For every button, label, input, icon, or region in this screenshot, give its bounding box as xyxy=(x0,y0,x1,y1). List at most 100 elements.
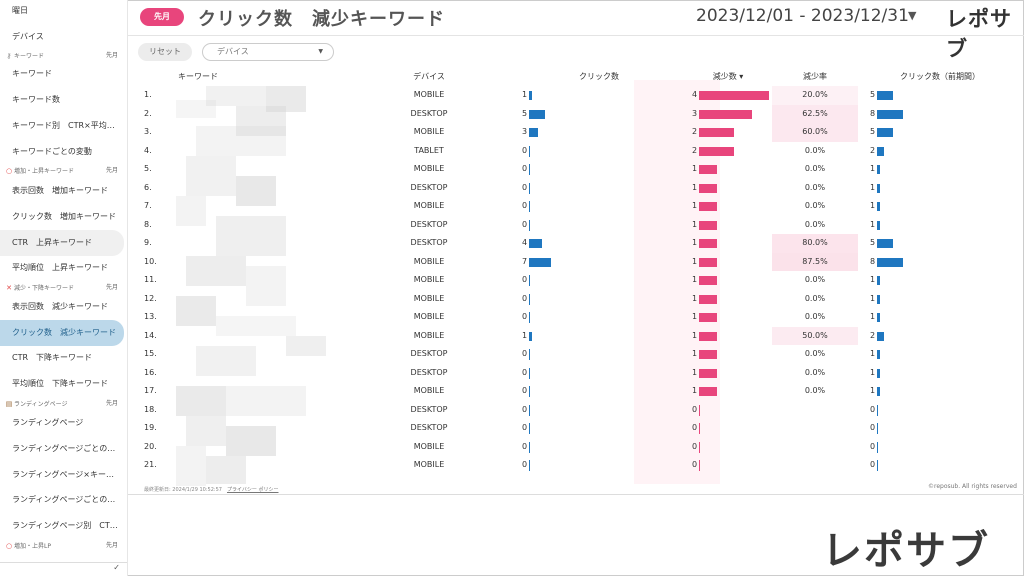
clicks-value: 0 xyxy=(522,219,528,229)
prev-clicks-bar xyxy=(877,183,881,193)
sidebar-item-device[interactable]: デバイス xyxy=(12,32,44,41)
decrease-bar xyxy=(699,128,734,137)
prev-clicks-bar xyxy=(877,387,881,396)
prev-clicks-value: 5 xyxy=(870,90,876,99)
collapse-icon[interactable]: ✓ xyxy=(113,563,120,572)
table-row[interactable]: 6. DESKTOP 0 1 0.0% 1 xyxy=(138,179,1024,198)
decrease-bar xyxy=(699,239,717,248)
clicks-bar xyxy=(529,293,530,305)
sidebar-item-landing-ctr[interactable]: ランディングページ別 CT… xyxy=(12,521,118,530)
sidebar-item-keyword[interactable]: キーワード xyxy=(12,69,52,78)
prev-clicks-value: 1 xyxy=(870,182,876,192)
clicks-value: 0 xyxy=(522,349,528,358)
table-row[interactable]: 19. DESKTOP 0 0 0 xyxy=(138,419,1024,438)
sidebar-item-ctr-down[interactable]: CTR 下降キーワード xyxy=(12,353,93,362)
sidebar-item-landing[interactable]: ランディングページ xyxy=(12,418,84,427)
reset-button[interactable]: リセット xyxy=(138,43,192,61)
decrease-bar xyxy=(699,350,717,359)
caret-down-icon[interactable]: ▼ xyxy=(908,9,917,22)
table-row[interactable]: 8. DESKTOP 0 1 0.0% 1 xyxy=(138,216,1024,235)
sidebar-item-clicks-decrease[interactable]: クリック数 減少キーワード xyxy=(0,320,124,346)
table-row[interactable]: 1. MOBILE 1 4 20.0% 5 xyxy=(138,86,1024,105)
device-filter[interactable]: デバイス ▼ xyxy=(202,43,334,61)
sidebar-section-keyword: ⚷ キーワード 先月 xyxy=(4,50,124,62)
table-row[interactable]: 7. MOBILE 0 1 0.0% 1 xyxy=(138,197,1024,216)
col-header-keyword[interactable]: キーワード xyxy=(178,72,218,81)
circle-icon: ○ xyxy=(5,542,13,550)
col-header-prev-clicks[interactable]: クリック数（前期間） xyxy=(900,72,980,81)
table-row[interactable]: 3. MOBILE 3 2 60.0% 5 xyxy=(138,123,1024,142)
prev-clicks-bar xyxy=(877,257,903,267)
period-pill[interactable]: 先月 xyxy=(140,8,184,26)
sidebar-item-ctr-up[interactable]: CTR 上昇キーワード xyxy=(0,230,124,256)
rate-cell: 0.0% xyxy=(804,201,826,210)
device-cell: MOBILE xyxy=(413,460,445,469)
table-row[interactable]: 20. MOBILE 0 0 0 xyxy=(138,438,1024,457)
row-number: 9. xyxy=(144,238,152,247)
table-row[interactable]: 2. DESKTOP 5 3 62.5% 8 xyxy=(138,104,1024,123)
table-row[interactable]: 15. DESKTOP 0 1 0.0% 1 xyxy=(138,345,1024,364)
prev-clicks-bar xyxy=(877,404,878,416)
clicks-bar xyxy=(529,404,530,416)
table-row[interactable]: 4. TABLET 0 2 0.0% 2 xyxy=(138,142,1024,161)
sidebar-item-keyword-change[interactable]: キーワードごとの変動 xyxy=(12,147,92,156)
table-row[interactable]: 12. MOBILE 0 1 0.0% 1 xyxy=(138,290,1024,309)
clicks-value: 4 xyxy=(522,238,528,247)
clicks-value: 0 xyxy=(522,423,528,432)
sidebar-item-landing-each-2[interactable]: ランディングページごとの… xyxy=(12,495,116,504)
rate-highlight xyxy=(772,104,858,123)
sidebar-item-landing-keyword[interactable]: ランディングページ×キー… xyxy=(12,470,114,479)
device-filter-label: デバイス xyxy=(217,47,249,56)
device-cell: MOBILE xyxy=(413,275,445,284)
prev-clicks-value: 0 xyxy=(870,404,876,414)
prev-clicks-value: 1 xyxy=(870,164,876,173)
clicks-value: 0 xyxy=(522,367,528,377)
privacy-link[interactable]: プライバシー ポリシー xyxy=(226,487,279,493)
device-cell: DESKTOP xyxy=(410,182,448,192)
footer-divider xyxy=(128,494,1024,495)
row-number: 13. xyxy=(144,312,157,321)
clicks-value: 0 xyxy=(522,293,528,303)
date-range-picker[interactable]: 2023/12/01 - 2023/12/31 xyxy=(696,6,909,26)
prev-clicks-value: 0 xyxy=(870,423,876,432)
table-row[interactable]: 5. MOBILE 0 1 0.0% 1 xyxy=(138,160,1024,179)
table-row[interactable]: 17. MOBILE 0 1 0.0% 1 xyxy=(138,382,1024,401)
sidebar-section-increase: ○ 増加・上昇キーワード 先月 xyxy=(5,167,118,175)
table-row[interactable]: 16. DESKTOP 0 1 0.0% 1 xyxy=(138,364,1024,383)
table-row[interactable]: 10. MOBILE 7 1 87.5% 8 xyxy=(138,252,1024,271)
sidebar-item-impressions-decrease[interactable]: 表示回数 減少キーワード xyxy=(12,302,108,311)
table-row[interactable]: 9. DESKTOP 4 1 80.0% 5 xyxy=(138,234,1024,253)
table-row[interactable]: 11. MOBILE 0 1 0.0% 1 xyxy=(138,271,1024,290)
col-header-rate[interactable]: 減少率 xyxy=(803,72,827,81)
sidebar-item-keyword-count[interactable]: キーワード数 xyxy=(12,95,60,104)
sidebar-item-position-up[interactable]: 平均順位 上昇キーワード xyxy=(12,263,108,272)
col-header-device[interactable]: デバイス xyxy=(413,72,445,81)
row-number: 10. xyxy=(144,256,157,266)
sidebar-item-clicks-increase[interactable]: クリック数 増加キーワード xyxy=(12,212,116,221)
clicks-bar xyxy=(529,460,530,471)
sidebar-item-landing-each[interactable]: ランディングページごとの… xyxy=(12,444,116,453)
row-number: 20. xyxy=(144,441,157,451)
clicks-bar xyxy=(529,239,542,248)
table-row[interactable]: 18. DESKTOP 0 0 0 xyxy=(138,401,1024,420)
prev-clicks-value: 1 xyxy=(870,219,876,229)
prev-clicks-value: 1 xyxy=(870,201,876,210)
sidebar-item-weekday[interactable]: 曜日 xyxy=(12,6,28,15)
clicks-value: 0 xyxy=(522,404,528,414)
prev-clicks-value: 1 xyxy=(870,386,876,395)
row-number: 5. xyxy=(144,164,152,173)
sidebar-item-keyword-ctr[interactable]: キーワード別 CTR×平均… xyxy=(12,121,115,130)
table-row[interactable]: 13. MOBILE 0 1 0.0% 1 xyxy=(138,308,1024,327)
decrease-bar xyxy=(699,183,717,193)
prev-clicks-bar xyxy=(877,239,894,248)
clicks-bar xyxy=(529,441,530,453)
blur-block xyxy=(206,456,246,484)
table-row[interactable]: 14. MOBILE 1 1 50.0% 2 xyxy=(138,326,1024,345)
col-header-decrease[interactable]: 減少数 ▾ xyxy=(712,72,744,81)
sidebar-item-impressions-increase[interactable]: 表示回数 増加キーワード xyxy=(12,186,108,195)
decrease-value: 4 xyxy=(692,90,698,99)
rate-cell: 0.0% xyxy=(804,275,826,284)
sidebar-item-position-down[interactable]: 平均順位 下降キーワード xyxy=(12,379,108,388)
col-header-clicks[interactable]: クリック数 xyxy=(579,72,619,81)
table-row[interactable]: 21. MOBILE 0 0 0 xyxy=(138,456,1024,475)
